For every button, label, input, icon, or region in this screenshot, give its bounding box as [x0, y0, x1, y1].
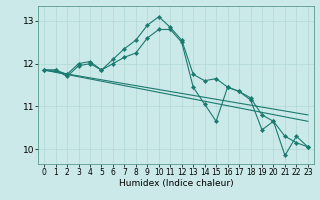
- X-axis label: Humidex (Indice chaleur): Humidex (Indice chaleur): [119, 179, 233, 188]
